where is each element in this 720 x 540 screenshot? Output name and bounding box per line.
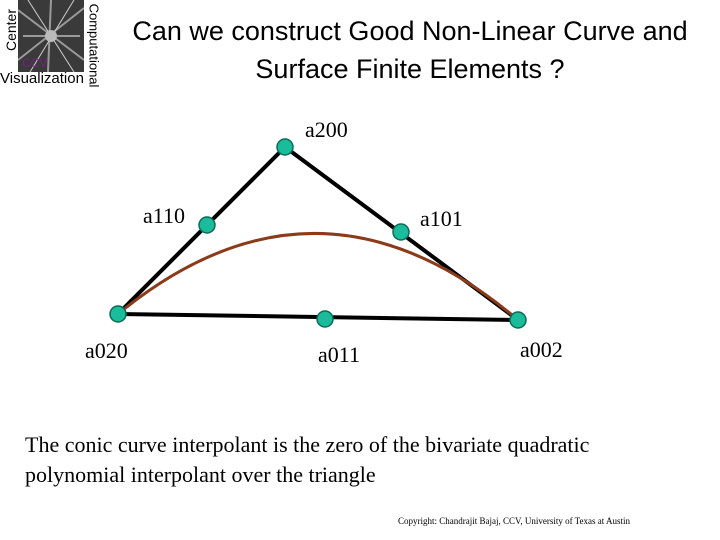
ccv-logo: Center Computational CCV Visualization <box>0 0 101 100</box>
label-a011: a011 <box>318 342 360 367</box>
conic-curve <box>117 232 519 322</box>
title-line-2: Surface Finite Elements ? <box>255 54 565 84</box>
caption: The conic curve interpolant is the zero … <box>25 430 705 490</box>
slide-title: Can we construct Good Non-Linear Curve a… <box>110 12 710 88</box>
logo-image <box>18 0 84 72</box>
logo-text-visualization: Visualization <box>0 70 84 87</box>
node-a011 <box>316 310 334 328</box>
title-line-1: Can we construct Good Non-Linear Curve a… <box>132 16 688 46</box>
label-a020: a020 <box>85 338 128 363</box>
node-a101 <box>392 223 410 241</box>
node-a020 <box>109 305 127 323</box>
node-a110 <box>198 216 216 234</box>
label-a110: a110 <box>143 203 185 228</box>
label-a002: a002 <box>520 337 563 362</box>
label-a101: a101 <box>420 206 463 231</box>
caption-line-2: polynomial interpolant over the triangle <box>25 462 376 487</box>
label-a200: a200 <box>305 117 348 142</box>
caption-line-1: The conic curve interpolant is the zero … <box>25 432 590 457</box>
copyright-notice: Copyright: Chandrajit Bajaj, CCV, Univer… <box>398 516 631 526</box>
node-a002 <box>509 311 527 329</box>
node-a200 <box>276 138 294 156</box>
logo-text-ccv: CCV <box>22 56 48 70</box>
